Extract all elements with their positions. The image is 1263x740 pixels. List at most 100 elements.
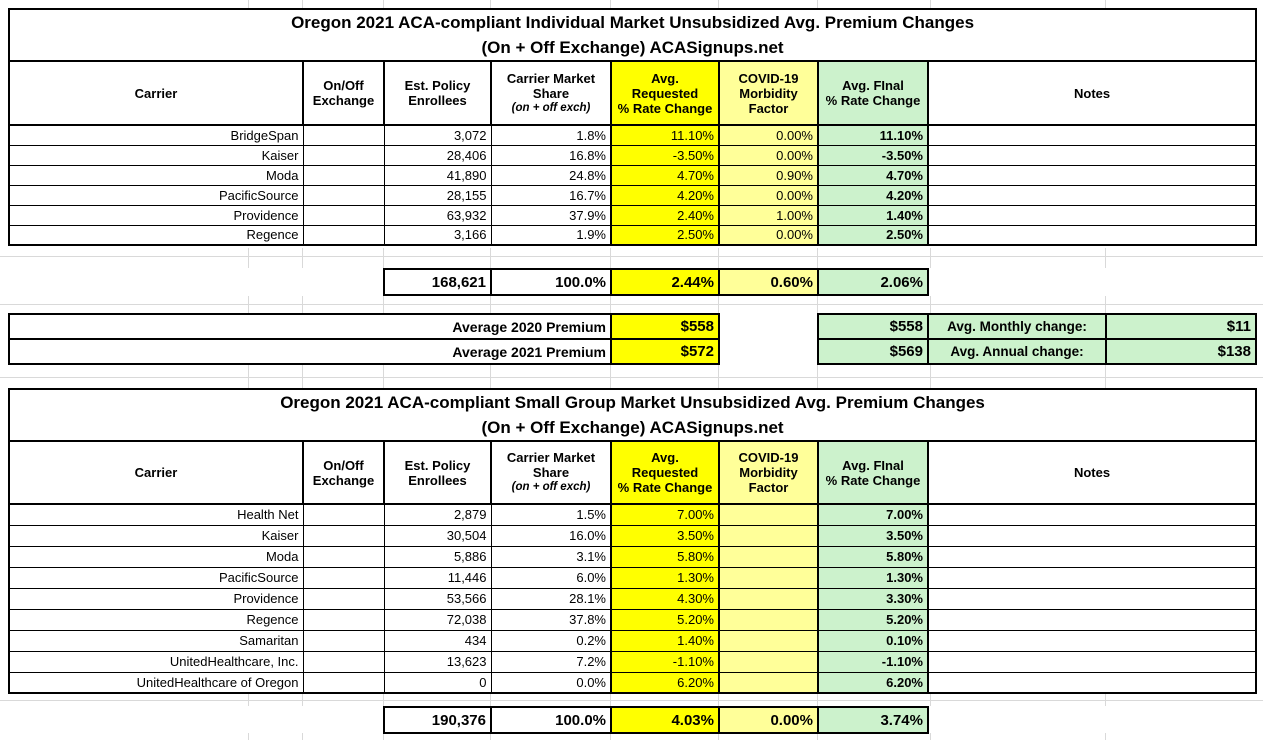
cell-enrollees[interactable]: 30,504 — [383, 524, 492, 547]
col-header-avg-final[interactable]: Avg. FInal % Rate Change — [817, 60, 929, 126]
cell-covid[interactable] — [718, 608, 819, 631]
cell-final[interactable]: 1.30% — [817, 566, 929, 589]
cell-share[interactable]: 37.8% — [490, 608, 612, 631]
monthly-change-value[interactable]: $11 — [1105, 313, 1257, 340]
cell-requested[interactable]: 5.20% — [610, 608, 720, 631]
cell-onoff[interactable] — [302, 144, 385, 166]
cell-requested[interactable]: 2.40% — [610, 204, 720, 226]
cell-final[interactable]: 1.40% — [817, 204, 929, 226]
cell-final[interactable]: 6.20% — [817, 671, 929, 694]
total-covid[interactable]: 0.00% — [718, 706, 819, 734]
cell-share[interactable]: 1.5% — [490, 503, 612, 526]
cell-onoff[interactable] — [302, 124, 385, 146]
cell-carrier[interactable]: UnitedHealthcare of Oregon — [8, 671, 304, 694]
cell-requested[interactable]: 11.10% — [610, 124, 720, 146]
cell-covid[interactable]: 1.00% — [718, 204, 819, 226]
cell-notes[interactable] — [926, 164, 1257, 186]
total-requested[interactable]: 4.03% — [610, 706, 720, 734]
cell-final[interactable]: -3.50% — [817, 144, 929, 166]
cell-requested[interactable]: 1.40% — [610, 629, 720, 652]
avg-2020-premium-value[interactable]: $558 — [610, 313, 720, 340]
total-covid[interactable]: 0.60% — [718, 268, 819, 296]
col-header-onoff-exchange[interactable]: On/Off Exchange — [302, 60, 385, 126]
total-final[interactable]: 2.06% — [817, 268, 929, 296]
cell-carrier[interactable]: Moda — [8, 545, 304, 568]
cell-share[interactable]: 24.8% — [490, 164, 612, 186]
cell-final[interactable]: 0.10% — [817, 629, 929, 652]
cell-onoff[interactable] — [302, 629, 385, 652]
cell-requested[interactable]: 4.30% — [610, 587, 720, 610]
cell-enrollees[interactable]: 3,166 — [383, 224, 492, 246]
cell-final[interactable]: 5.20% — [817, 608, 929, 631]
cell-enrollees[interactable]: 63,932 — [383, 204, 492, 226]
cell-requested[interactable]: 6.20% — [610, 671, 720, 694]
cell-carrier[interactable]: Providence — [8, 587, 304, 610]
cell-share[interactable]: 16.0% — [490, 524, 612, 547]
cell-onoff[interactable] — [302, 503, 385, 526]
final-2021-premium[interactable]: $569 — [817, 338, 929, 365]
col-header-carrier[interactable]: Carrier — [8, 440, 304, 505]
cell-covid[interactable] — [718, 671, 819, 694]
cell-enrollees[interactable]: 28,406 — [383, 144, 492, 166]
cell-notes[interactable] — [926, 524, 1257, 547]
cell-covid[interactable] — [718, 629, 819, 652]
cell-covid[interactable]: 0.00% — [718, 224, 819, 246]
cell-final[interactable]: 3.30% — [817, 587, 929, 610]
cell-share[interactable]: 7.2% — [490, 650, 612, 673]
cell-requested[interactable]: 2.50% — [610, 224, 720, 246]
cell-share[interactable]: 28.1% — [490, 587, 612, 610]
cell-onoff[interactable] — [302, 650, 385, 673]
cell-carrier[interactable]: UnitedHealthcare, Inc. — [8, 650, 304, 673]
col-header-avg-requested[interactable]: Avg. Requested % Rate Change — [610, 60, 720, 126]
cell-final[interactable]: 4.20% — [817, 184, 929, 206]
col-header-notes[interactable]: Notes — [926, 440, 1257, 505]
cell-covid[interactable] — [718, 566, 819, 589]
cell-notes[interactable] — [926, 650, 1257, 673]
cell-onoff[interactable] — [302, 587, 385, 610]
cell-covid[interactable] — [718, 524, 819, 547]
cell-covid[interactable]: 0.90% — [718, 164, 819, 186]
col-header-covid-morbidity[interactable]: COVID-19 Morbidity Factor — [718, 440, 819, 505]
cell-notes[interactable] — [926, 224, 1257, 246]
monthly-change-label[interactable]: Avg. Monthly change: — [927, 313, 1107, 340]
cell-notes[interactable] — [926, 608, 1257, 631]
cell-requested[interactable]: 4.70% — [610, 164, 720, 186]
cell-carrier[interactable]: Kaiser — [8, 524, 304, 547]
cell-share[interactable]: 16.7% — [490, 184, 612, 206]
cell-final[interactable]: 4.70% — [817, 164, 929, 186]
col-header-est-policy-enrollees[interactable]: Est. Policy Enrollees — [383, 60, 492, 126]
cell-final[interactable]: -1.10% — [817, 650, 929, 673]
cell-share[interactable]: 0.0% — [490, 671, 612, 694]
cell-enrollees[interactable]: 53,566 — [383, 587, 492, 610]
total-final[interactable]: 3.74% — [817, 706, 929, 734]
cell-onoff[interactable] — [302, 608, 385, 631]
col-header-onoff-exchange[interactable]: On/Off Exchange — [302, 440, 385, 505]
cell-notes[interactable] — [926, 566, 1257, 589]
cell-enrollees[interactable]: 72,038 — [383, 608, 492, 631]
avg-2021-premium-value[interactable]: $572 — [610, 338, 720, 365]
avg-2020-premium-label[interactable]: Average 2020 Premium — [8, 313, 612, 340]
cell-share[interactable]: 1.8% — [490, 124, 612, 146]
cell-covid[interactable] — [718, 587, 819, 610]
cell-carrier[interactable]: Kaiser — [8, 144, 304, 166]
cell-share[interactable]: 3.1% — [490, 545, 612, 568]
total-share[interactable]: 100.0% — [490, 268, 612, 296]
col-header-carrier-market-share[interactable]: Carrier Market Share (on + off exch) — [490, 60, 612, 126]
col-header-avg-requested[interactable]: Avg. Requested % Rate Change — [610, 440, 720, 505]
cell-notes[interactable] — [926, 587, 1257, 610]
total-enrollees[interactable]: 190,376 — [383, 706, 492, 734]
col-header-carrier-market-share[interactable]: Carrier Market Share (on + off exch) — [490, 440, 612, 505]
cell-enrollees[interactable]: 0 — [383, 671, 492, 694]
cell-carrier[interactable]: PacificSource — [8, 184, 304, 206]
cell-notes[interactable] — [926, 124, 1257, 146]
cell-carrier[interactable]: Providence — [8, 204, 304, 226]
cell-enrollees[interactable]: 11,446 — [383, 566, 492, 589]
cell-requested[interactable]: 7.00% — [610, 503, 720, 526]
cell-requested[interactable]: 5.80% — [610, 545, 720, 568]
cell-carrier[interactable]: Moda — [8, 164, 304, 186]
cell-notes[interactable] — [926, 671, 1257, 694]
cell-enrollees[interactable]: 3,072 — [383, 124, 492, 146]
cell-covid[interactable] — [718, 545, 819, 568]
col-header-carrier[interactable]: Carrier — [8, 60, 304, 126]
cell-covid[interactable] — [718, 650, 819, 673]
